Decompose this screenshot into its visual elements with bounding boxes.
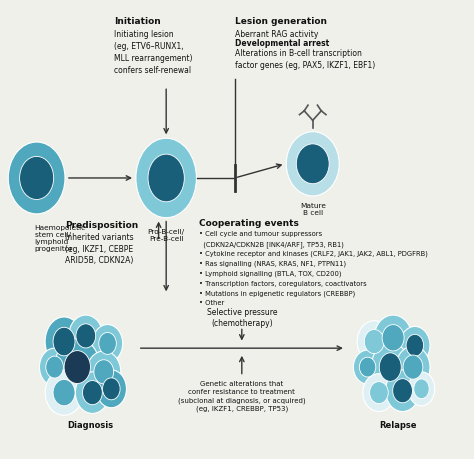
Text: Initiation: Initiation [114,17,161,26]
Text: Diagnosis: Diagnosis [67,421,114,430]
Ellipse shape [403,355,423,379]
Ellipse shape [94,360,114,384]
Text: Initiating lesion
(eg, ETV6–RUNX1,
MLL rearrangement)
confers self-renewal: Initiating lesion (eg, ETV6–RUNX1, MLL r… [114,29,192,75]
Ellipse shape [8,142,65,214]
Ellipse shape [286,132,339,196]
Text: • Mutations in epigenetic regulators (CREBBP): • Mutations in epigenetic regulators (CR… [199,291,356,297]
Text: Predisposition: Predisposition [65,220,138,230]
Ellipse shape [396,346,430,388]
Text: Genetic alterations that
confer resistance to treatment
(subclonal at diagnosis,: Genetic alterations that confer resistan… [178,381,306,412]
Text: Haemopoietic
stem cell/
lymphoid
progenitor: Haemopoietic stem cell/ lymphoid progeni… [35,225,86,252]
Text: Inherited variants
(eg, IKZF1, CEBPE
ARID5B, CDKN2A): Inherited variants (eg, IKZF1, CEBPE ARI… [65,233,134,265]
Text: • Other: • Other [199,301,225,307]
Ellipse shape [374,315,412,360]
Ellipse shape [365,330,384,353]
Text: • Transcription factors, coregulators, coactivators: • Transcription factors, coregulators, c… [199,280,367,286]
Ellipse shape [53,380,75,406]
Ellipse shape [87,351,121,392]
Ellipse shape [46,356,64,378]
Ellipse shape [382,325,404,351]
Text: Aberrant RAG activity: Aberrant RAG activity [235,29,319,39]
Ellipse shape [99,332,116,354]
Ellipse shape [39,348,70,386]
Ellipse shape [96,370,127,408]
Ellipse shape [76,324,96,348]
Ellipse shape [102,378,120,400]
Ellipse shape [55,339,100,396]
Ellipse shape [359,357,376,377]
Ellipse shape [45,317,83,366]
Ellipse shape [414,379,429,399]
Ellipse shape [53,327,75,356]
Ellipse shape [363,374,395,412]
Text: Relapse: Relapse [379,421,417,430]
Text: Selective pressure
(chemotherapy): Selective pressure (chemotherapy) [207,308,277,328]
Ellipse shape [148,154,184,202]
Ellipse shape [136,138,196,218]
Ellipse shape [400,326,430,364]
Text: Pro-B-cell/
Pre-B-cell: Pro-B-cell/ Pre-B-cell [147,229,185,242]
Text: (CDKN2A/CDKN2B [INK4/ARF], TP53, RB1): (CDKN2A/CDKN2B [INK4/ARF], TP53, RB1) [199,241,344,247]
Text: • Ras signalling (NRAS, KRAS, NF1, PTPN11): • Ras signalling (NRAS, KRAS, NF1, PTPN1… [199,261,346,267]
Text: Mature
B cell: Mature B cell [300,203,326,217]
Text: Lesion generation: Lesion generation [235,17,327,26]
Ellipse shape [354,350,382,384]
Ellipse shape [69,315,103,357]
Ellipse shape [82,381,102,405]
Ellipse shape [296,144,329,184]
Ellipse shape [392,379,412,403]
Text: Cooperating events: Cooperating events [199,218,299,228]
Ellipse shape [19,157,54,200]
Ellipse shape [385,370,419,412]
Ellipse shape [406,334,424,356]
Ellipse shape [92,325,123,362]
Text: Alterations in B-cell transcription
factor genes (eg, PAX5, IKZF1, EBF1): Alterations in B-cell transcription fact… [235,50,375,70]
Ellipse shape [357,321,391,362]
Ellipse shape [370,381,388,403]
Ellipse shape [371,342,409,392]
Text: • Cell cycle and tumour suppressors: • Cell cycle and tumour suppressors [199,231,322,237]
Ellipse shape [45,370,83,415]
Text: • Cytokine receptor and kinases (CRLF2, JAK1, JAK2, ABL1, PDGFRB): • Cytokine receptor and kinases (CRLF2, … [199,251,428,257]
Text: • Lymphoid signalling (BTLA, TOX, CD200): • Lymphoid signalling (BTLA, TOX, CD200) [199,271,342,277]
Ellipse shape [64,351,91,384]
Ellipse shape [75,372,109,414]
Ellipse shape [379,353,401,381]
Text: Developmental arrest: Developmental arrest [235,39,329,48]
Ellipse shape [408,372,435,406]
